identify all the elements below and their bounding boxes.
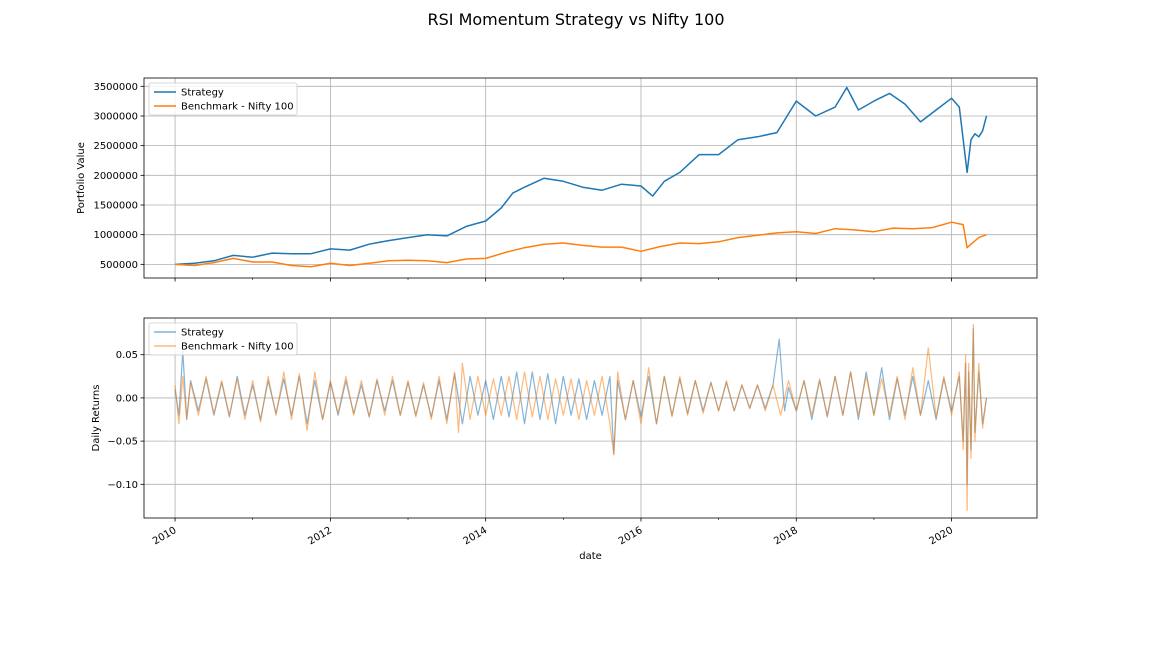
portfolio-legend-box bbox=[148, 82, 298, 116]
returns-x-tick-label: 2020 bbox=[928, 525, 956, 547]
portfolio-y-tick-label: 1500000 bbox=[93, 201, 138, 212]
portfolio-value-panel: 500000 1000000 1500000 2000000 2500000 300000… bbox=[76, 77, 1038, 282]
daily-returns-panel: 2010 2012 2014 2016 2018 2020 0.05 0.00 −0.05 −0… bbox=[91, 317, 1038, 562]
portfolio-strategy-line bbox=[175, 86, 988, 266]
portfolio-legend-strategy-label: Strategy bbox=[181, 88, 224, 99]
returns-y-tick-label: −0.05 bbox=[107, 437, 138, 448]
portfolio-y-tick-label: 3500000 bbox=[93, 82, 138, 93]
returns-x-tick-label: 2018 bbox=[772, 525, 800, 547]
returns-legend-box bbox=[148, 322, 298, 356]
returns-x-axis-label: date bbox=[579, 551, 602, 562]
returns-series bbox=[174, 323, 988, 511]
returns-x-tick-label: 2016 bbox=[617, 525, 645, 547]
returns-x-tick-label: 2014 bbox=[462, 525, 490, 547]
portfolio-x-ticks bbox=[174, 278, 952, 282]
portfolio-y-tick-label: 500000 bbox=[100, 260, 138, 271]
portfolio-y-axis-label: Portfolio Value bbox=[76, 142, 87, 214]
portfolio-y-tick-label: 1000000 bbox=[93, 230, 138, 241]
portfolio-legend: Strategy Benchmark - Nifty 100 bbox=[148, 82, 298, 116]
portfolio-y-tick-label: 2000000 bbox=[93, 171, 138, 182]
portfolio-series bbox=[175, 86, 988, 268]
returns-x-tick-label: 2010 bbox=[151, 525, 179, 547]
portfolio-benchmark-line bbox=[175, 221, 987, 268]
portfolio-y-tick-label: 2500000 bbox=[93, 141, 138, 152]
returns-y-ticks: 0.05 0.00 −0.05 −0.10 bbox=[107, 350, 144, 491]
returns-y-axis-label: Daily Returns bbox=[91, 385, 102, 452]
returns-y-tick-label: −0.10 bbox=[107, 480, 138, 491]
returns-y-tick-label: 0.00 bbox=[116, 393, 138, 404]
returns-x-tick-label: 2012 bbox=[306, 525, 334, 547]
portfolio-axes-frame bbox=[143, 77, 1038, 279]
returns-legend-benchmark-label: Benchmark - Nifty 100 bbox=[181, 342, 294, 353]
returns-legend-strategy-label: Strategy bbox=[181, 328, 224, 339]
portfolio-grid bbox=[144, 78, 1037, 278]
returns-legend: Strategy Benchmark - Nifty 100 bbox=[148, 322, 298, 356]
portfolio-legend-benchmark-label: Benchmark - Nifty 100 bbox=[181, 102, 294, 113]
portfolio-y-tick-label: 3000000 bbox=[93, 111, 138, 122]
returns-axes-frame bbox=[143, 317, 1038, 519]
returns-benchmark-line bbox=[174, 323, 988, 511]
returns-y-tick-label: 0.05 bbox=[116, 350, 138, 361]
returns-x-ticks: 2010 2012 2014 2016 2018 2020 bbox=[151, 518, 955, 547]
portfolio-y-ticks: 500000 1000000 1500000 2000000 2500000 300000… bbox=[93, 82, 144, 271]
figure-title: RSI Momentum Strategy vs Nifty 100 bbox=[428, 10, 725, 29]
